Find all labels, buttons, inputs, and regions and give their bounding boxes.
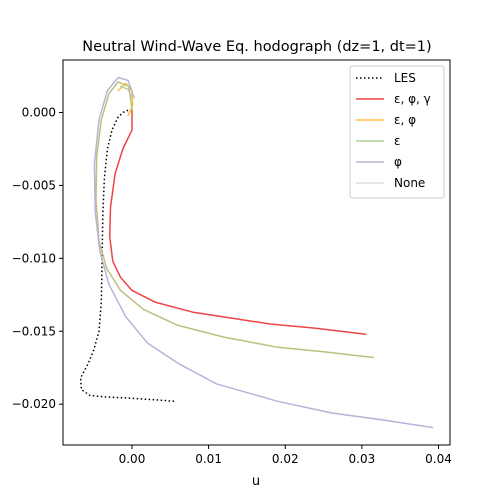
legend-label: φ [394, 155, 402, 169]
series-line-5 [93, 76, 434, 429]
y-tick-label: −0.020 [12, 397, 56, 411]
series-line-1 [108, 108, 367, 335]
series-group [79, 76, 434, 429]
legend: LES ε, φ, γ ε, φ εφ None [349, 65, 445, 199]
x-tick-label: 0.04 [425, 452, 452, 466]
y-tick-label: −0.005 [12, 178, 56, 192]
y-tick-label: 0.000 [22, 106, 56, 120]
chart-title: Neutral Wind-Wave Eq. hodograph (dz=1, d… [82, 39, 431, 55]
y-tick-label: −0.010 [12, 251, 56, 265]
x-tick-label: 0.01 [195, 452, 222, 466]
legend-label: ε, φ [394, 113, 416, 127]
axes-frame [62, 59, 451, 446]
legend-label: ε [394, 134, 401, 148]
x-tick-label: 0.00 [119, 452, 146, 466]
series-line-4 [95, 81, 375, 359]
series-line-0 [79, 108, 175, 403]
y-tick-label: −0.015 [12, 324, 56, 338]
plot-area: 0.00 0.01 0.02 0.03 0.04 0.000 −0.005 −0.010 −0.… [12, 59, 452, 466]
legend-label: LES [394, 71, 416, 85]
x-tick-label: 0.03 [349, 452, 376, 466]
legend-label: None [394, 176, 425, 190]
x-tick-label: 0.02 [272, 452, 299, 466]
x-axis-label: u [252, 474, 260, 489]
legend-label: ε, φ, γ [394, 92, 431, 106]
